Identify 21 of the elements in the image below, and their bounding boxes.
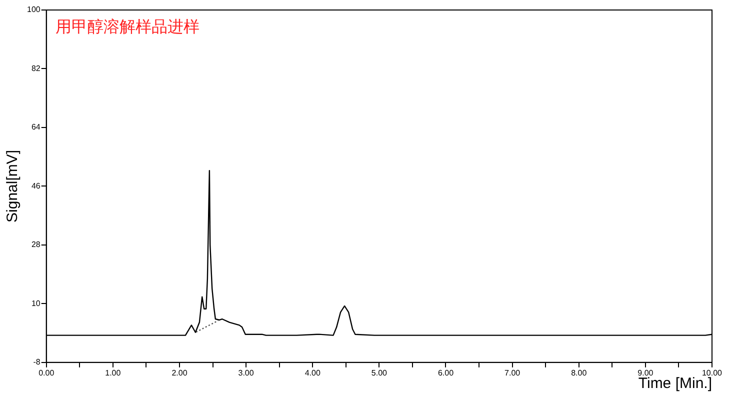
x-tick-label: 10.00 (702, 368, 723, 378)
y-tick-label: 46 (31, 181, 41, 190)
x-axis-title: Time [Min.] (638, 375, 712, 392)
annotation: 用甲醇溶解样品进样 (55, 17, 200, 36)
x-tick-label: 2.00 (172, 368, 188, 378)
y-tick-label: 28 (31, 240, 41, 250)
x-tick-label: 3.00 (238, 368, 254, 378)
x-tick-label: 6.00 (438, 368, 454, 378)
y-tick-label: 100 (26, 5, 41, 14)
x-tick-label: 7.00 (504, 368, 521, 378)
x-tick-label: 1.00 (105, 368, 122, 378)
y-tick-label: 64 (31, 122, 41, 132)
x-tick-label: 0.00 (38, 368, 55, 378)
x-tick-label: 9.00 (638, 368, 654, 378)
y-tick-label: 10 (31, 298, 41, 308)
x-tick-label: 5.00 (371, 368, 388, 378)
y-tick-label: -8 (33, 358, 41, 367)
y-tick-label: 82 (31, 64, 41, 73)
y-axis-title: Signal[mV] (4, 150, 22, 222)
x-tick-label: 8.00 (571, 368, 588, 378)
x-tick-label: 4.00 (304, 368, 321, 378)
